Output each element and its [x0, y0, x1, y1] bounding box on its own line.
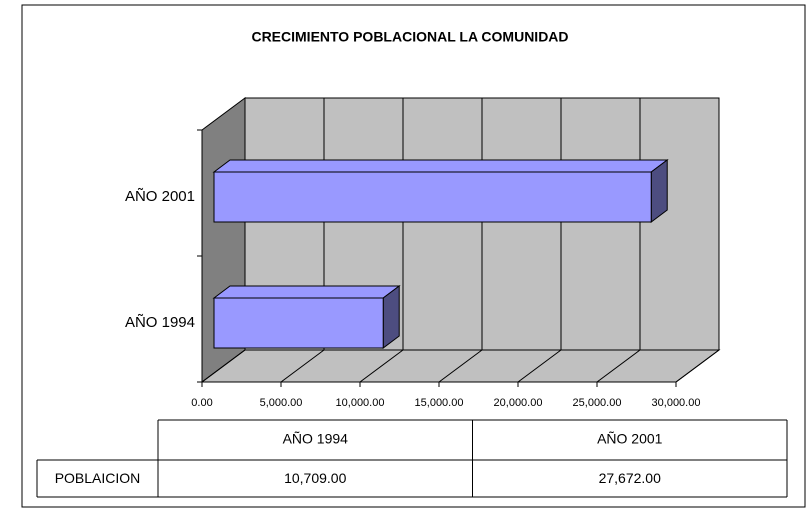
y-tick-label: AÑO 2001 [125, 188, 195, 205]
table-column-header: AÑO 2001 [597, 431, 663, 447]
floor-grid-line [280, 349, 325, 383]
floor-grid-line [675, 349, 720, 383]
y-tick-label: AÑO 1994 [125, 314, 195, 331]
bar-front [213, 297, 384, 349]
table-value: 10,709.00 [284, 470, 346, 486]
table-value: 27,672.00 [599, 470, 661, 486]
bar-top [212, 285, 401, 299]
bar [212, 159, 669, 223]
x-tick-label: 30,000.00 [652, 397, 701, 409]
floor-grid-line [517, 349, 562, 383]
floor-grid-line [201, 349, 246, 383]
x-tick-label: 5,000.00 [260, 397, 303, 409]
floor-grid-line [359, 349, 404, 383]
chart-title: CRECIMIENTO POBLACIONAL LA COMUNIDAD [251, 29, 568, 45]
table-column-header: AÑO 1994 [283, 431, 349, 447]
bar-top [212, 159, 669, 173]
x-tick-label: 15,000.00 [415, 397, 464, 409]
x-tick-label: 25,000.00 [573, 397, 622, 409]
floor-grid-line [438, 349, 483, 383]
x-tick-label: 0.00 [191, 397, 212, 409]
bar [212, 285, 401, 349]
x-tick-label: 10,000.00 [336, 397, 385, 409]
floor-grid-line [596, 349, 641, 383]
x-tick-label: 20,000.00 [494, 397, 543, 409]
bar-front [213, 171, 652, 223]
table-row-header: POBLAICION [55, 470, 141, 486]
